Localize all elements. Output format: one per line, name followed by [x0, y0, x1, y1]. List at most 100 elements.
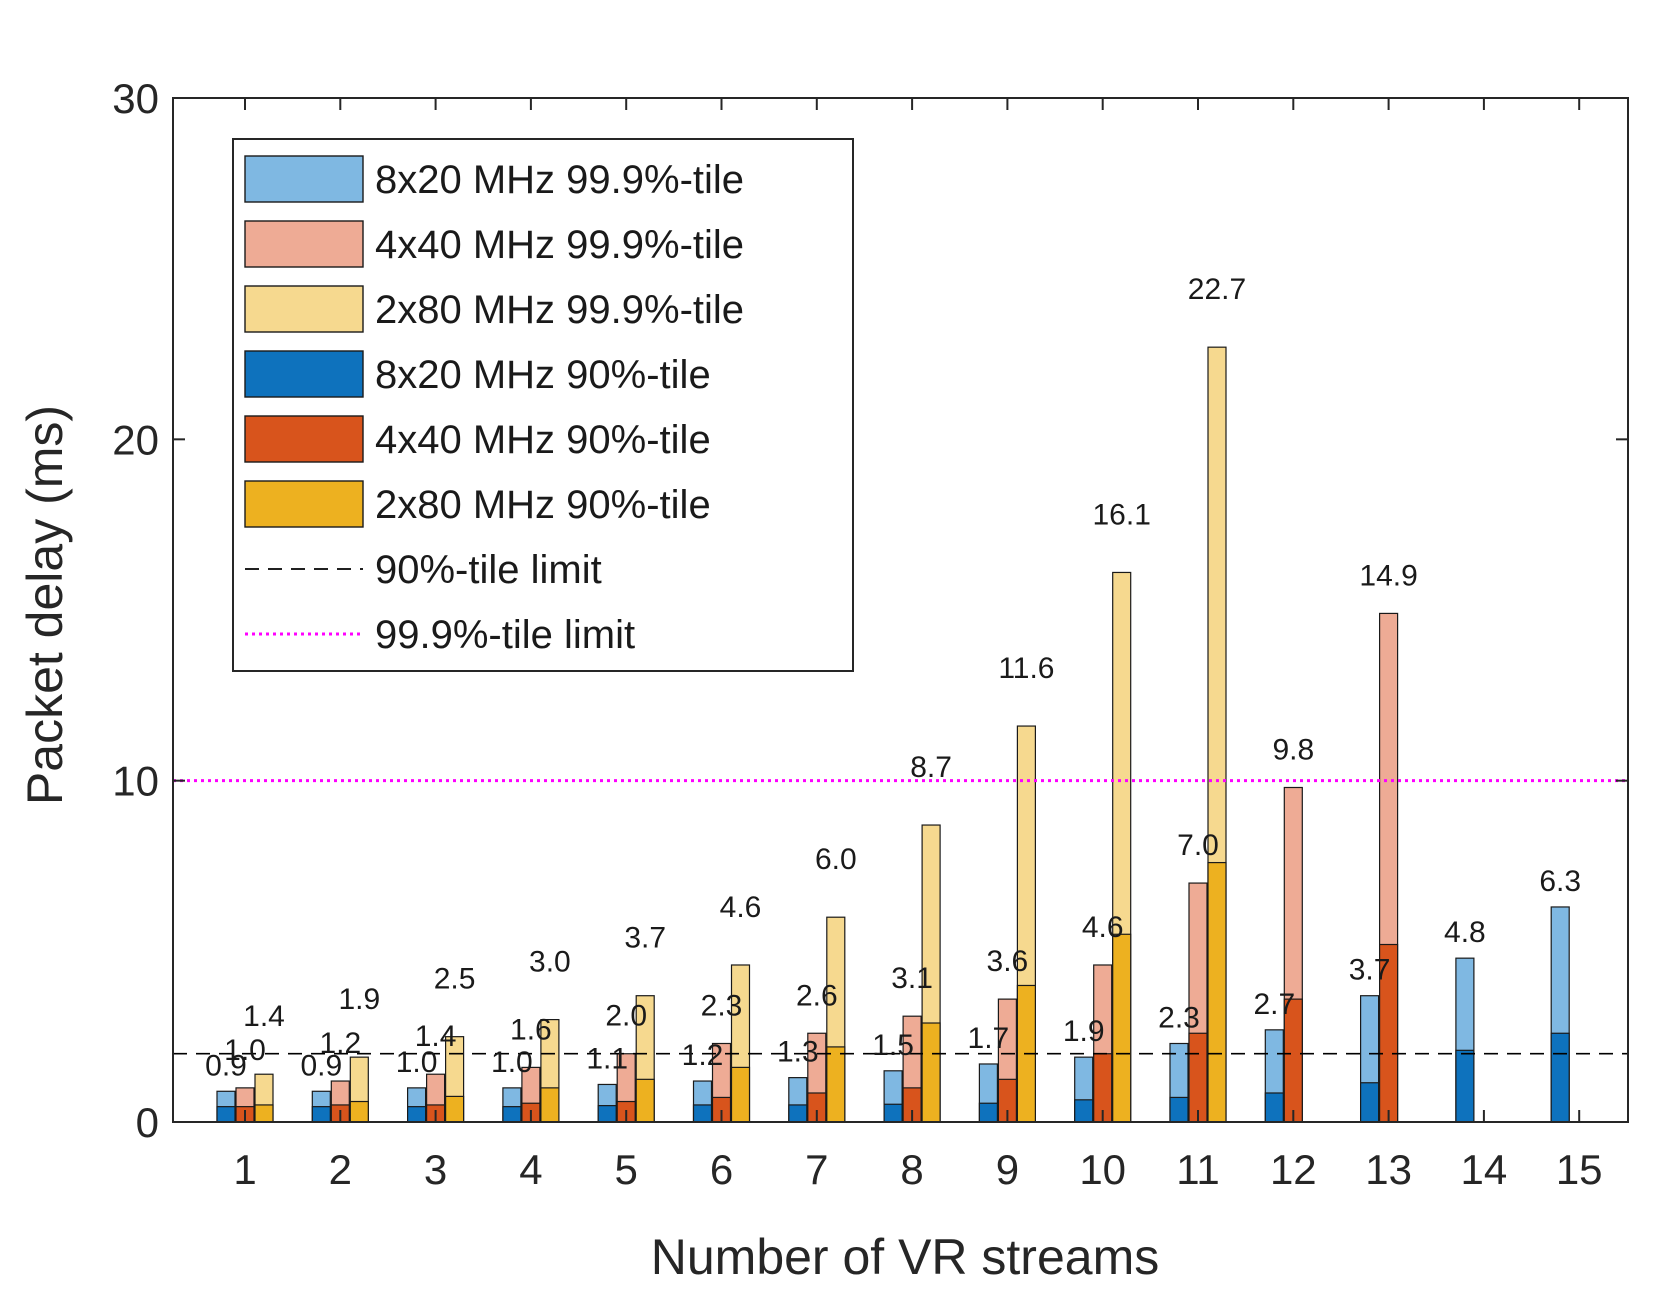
data-label-2x80-6: 4.6	[720, 891, 762, 924]
bar-8x20-p90-11	[1169, 1096, 1189, 1123]
bar-8x20-p90-7	[788, 1104, 808, 1123]
legend-item-4x40-p999-swatch	[244, 220, 364, 268]
bar-2x80-p90-11	[1207, 861, 1227, 1123]
x-tick-label: 3	[424, 1146, 447, 1193]
legend: 8x20 MHz 99.9%-tile 4x40 MHz 99.9%-tile 2x…	[232, 138, 854, 672]
reference-lines	[173, 779, 1628, 1055]
data-label-4x40-3: 1.4	[415, 1020, 457, 1053]
data-label-2x80-9: 11.6	[998, 652, 1054, 685]
x-axis-title: Number of VR streams	[651, 1229, 1159, 1285]
x-tick-label: 15	[1556, 1146, 1603, 1193]
legend-item-2x80-p90-swatch	[244, 480, 364, 528]
data-label-2x80-8: 8.7	[910, 751, 952, 784]
bar-2x80-p90-7	[826, 1046, 846, 1123]
bar-2x80-p90-5	[635, 1078, 655, 1123]
data-label-4x40-9: 3.6	[987, 945, 1029, 978]
bar-2x80-p90-10	[1112, 933, 1132, 1123]
bar-8x20-p90-1	[216, 1106, 236, 1123]
bar-8x20-p90-15	[1550, 1032, 1570, 1123]
data-label-8x20-14: 4.8	[1444, 916, 1486, 949]
legend-item-2x80-p999-swatch	[244, 285, 364, 333]
x-tick-label: 5	[615, 1146, 638, 1193]
legend-item-4x40-p90-swatch	[244, 415, 364, 463]
data-label-8x20-12: 2.7	[1253, 988, 1295, 1021]
bar-8x20-p90-3	[407, 1106, 427, 1123]
plot-frame	[172, 97, 1629, 1123]
bar-2x80-p90-1	[254, 1104, 274, 1123]
y-tick-label: 30	[112, 75, 159, 122]
y-tick-label: 20	[112, 416, 159, 463]
data-label-8x20-3: 1.0	[396, 1046, 438, 1079]
data-label-2x80-4: 3.0	[529, 946, 571, 979]
data-label-2x80-10: 16.1	[1093, 498, 1151, 531]
data-label-4x40-8: 3.1	[891, 962, 933, 995]
legend-item-limit-999-label: 99.9%-tile limit	[375, 613, 635, 657]
bar-8x20-p90-12	[1264, 1092, 1284, 1123]
bar-2x80-p90-8	[921, 1022, 941, 1123]
data-label-8x20-15: 6.3	[1539, 865, 1581, 898]
x-tick-label: 6	[710, 1146, 733, 1193]
data-label-4x40-4: 1.6	[510, 1013, 552, 1046]
bar-8x20-p90-2	[311, 1106, 331, 1123]
data-label-4x40-1: 1.0	[224, 1034, 266, 1067]
bar-2x80-p90-2	[349, 1100, 369, 1123]
data-label-8x20-5: 1.1	[586, 1042, 628, 1075]
data-label-8x20-6: 1.2	[682, 1039, 724, 1072]
x-tick-label: 8	[900, 1146, 923, 1193]
data-label-8x20-7: 1.3	[777, 1036, 819, 1069]
bar-8x20-p90-8	[883, 1103, 903, 1123]
data-label-8x20-2: 0.9	[300, 1049, 342, 1082]
data-label-8x20-4: 1.0	[491, 1046, 533, 1079]
data-label-4x40-13: 14.9	[1359, 559, 1417, 592]
x-tick-label: 2	[329, 1146, 352, 1193]
x-tick-label: 4	[519, 1146, 542, 1193]
data-label-2x80-5: 3.7	[624, 922, 666, 955]
bar-8x20-p90-4	[502, 1106, 522, 1123]
x-tick-label: 12	[1270, 1146, 1317, 1193]
legend-item-2x80-p999-label: 2x80 MHz 99.9%-tile	[375, 288, 744, 332]
y-tick-label: 0	[136, 1099, 159, 1146]
data-label-8x20-11: 2.3	[1158, 1001, 1200, 1034]
bar-2x80-p90-4	[540, 1087, 560, 1123]
legend-item-8x20-p90-swatch	[244, 350, 364, 398]
x-tick-label: 7	[805, 1146, 828, 1193]
data-label-4x40-5: 2.0	[605, 1000, 647, 1033]
data-label-8x20-9: 1.7	[968, 1022, 1010, 1055]
data-label-4x40-10: 4.6	[1082, 911, 1124, 944]
bar-8x20-p90-10	[1074, 1099, 1094, 1123]
legend-item-8x20-p999-swatch	[244, 155, 364, 203]
legend-item-4x40-p999-label: 4x40 MHz 99.9%-tile	[375, 223, 744, 267]
data-label-8x20-10: 1.9	[1063, 1015, 1105, 1048]
y-tick-label: 10	[112, 758, 159, 805]
data-label-2x80-1: 1.4	[243, 1000, 285, 1033]
data-label-2x80-7: 6.0	[815, 843, 857, 876]
data-label-8x20-8: 1.5	[872, 1029, 914, 1062]
data-labels: 0.9 0.9 1.0 1.0 1.1 1.2 1.3 1.5 1.7 1.9 2.3 2.73.74…	[205, 273, 1581, 1082]
y-axis-title: Packet delay (ms)	[17, 405, 73, 805]
legend-item-8x20-p90-label: 8x20 MHz 90%-tile	[375, 353, 711, 397]
legend-item-2x80-p90-label: 2x80 MHz 90%-tile	[375, 483, 711, 527]
bar-4x40-p90-11	[1188, 1032, 1208, 1123]
data-label-2x80-2: 1.9	[338, 983, 380, 1016]
bar-8x20-p90-5	[597, 1105, 617, 1123]
x-tick-label: 13	[1365, 1146, 1412, 1193]
data-label-4x40-2: 1.2	[319, 1027, 361, 1060]
x-tick-label: 14	[1461, 1146, 1508, 1193]
data-label-4x40-12: 9.8	[1272, 733, 1314, 766]
data-label-2x80-3: 2.5	[434, 963, 476, 996]
bar-8x20-p90-14	[1455, 1049, 1475, 1123]
legend-item-4x40-p90-label: 4x40 MHz 90%-tile	[375, 418, 711, 462]
legend-item-8x20-p999-label: 8x20 MHz 99.9%-tile	[375, 158, 744, 202]
data-label-8x20-1: 0.9	[205, 1049, 247, 1082]
bar-2x80-p90-6	[730, 1066, 751, 1123]
data-label-4x40-7: 2.6	[796, 979, 838, 1012]
data-label-4x40-6: 2.3	[701, 989, 743, 1022]
bar-8x20-p90-13	[1359, 1082, 1380, 1123]
x-tick-label: 10	[1079, 1146, 1126, 1193]
x-tick-label: 11	[1176, 1146, 1220, 1193]
data-label-2x80-11: 22.7	[1188, 273, 1246, 306]
data-label-8x20-13: 3.7	[1349, 954, 1391, 987]
bar-8x20-p90-9	[978, 1102, 999, 1123]
